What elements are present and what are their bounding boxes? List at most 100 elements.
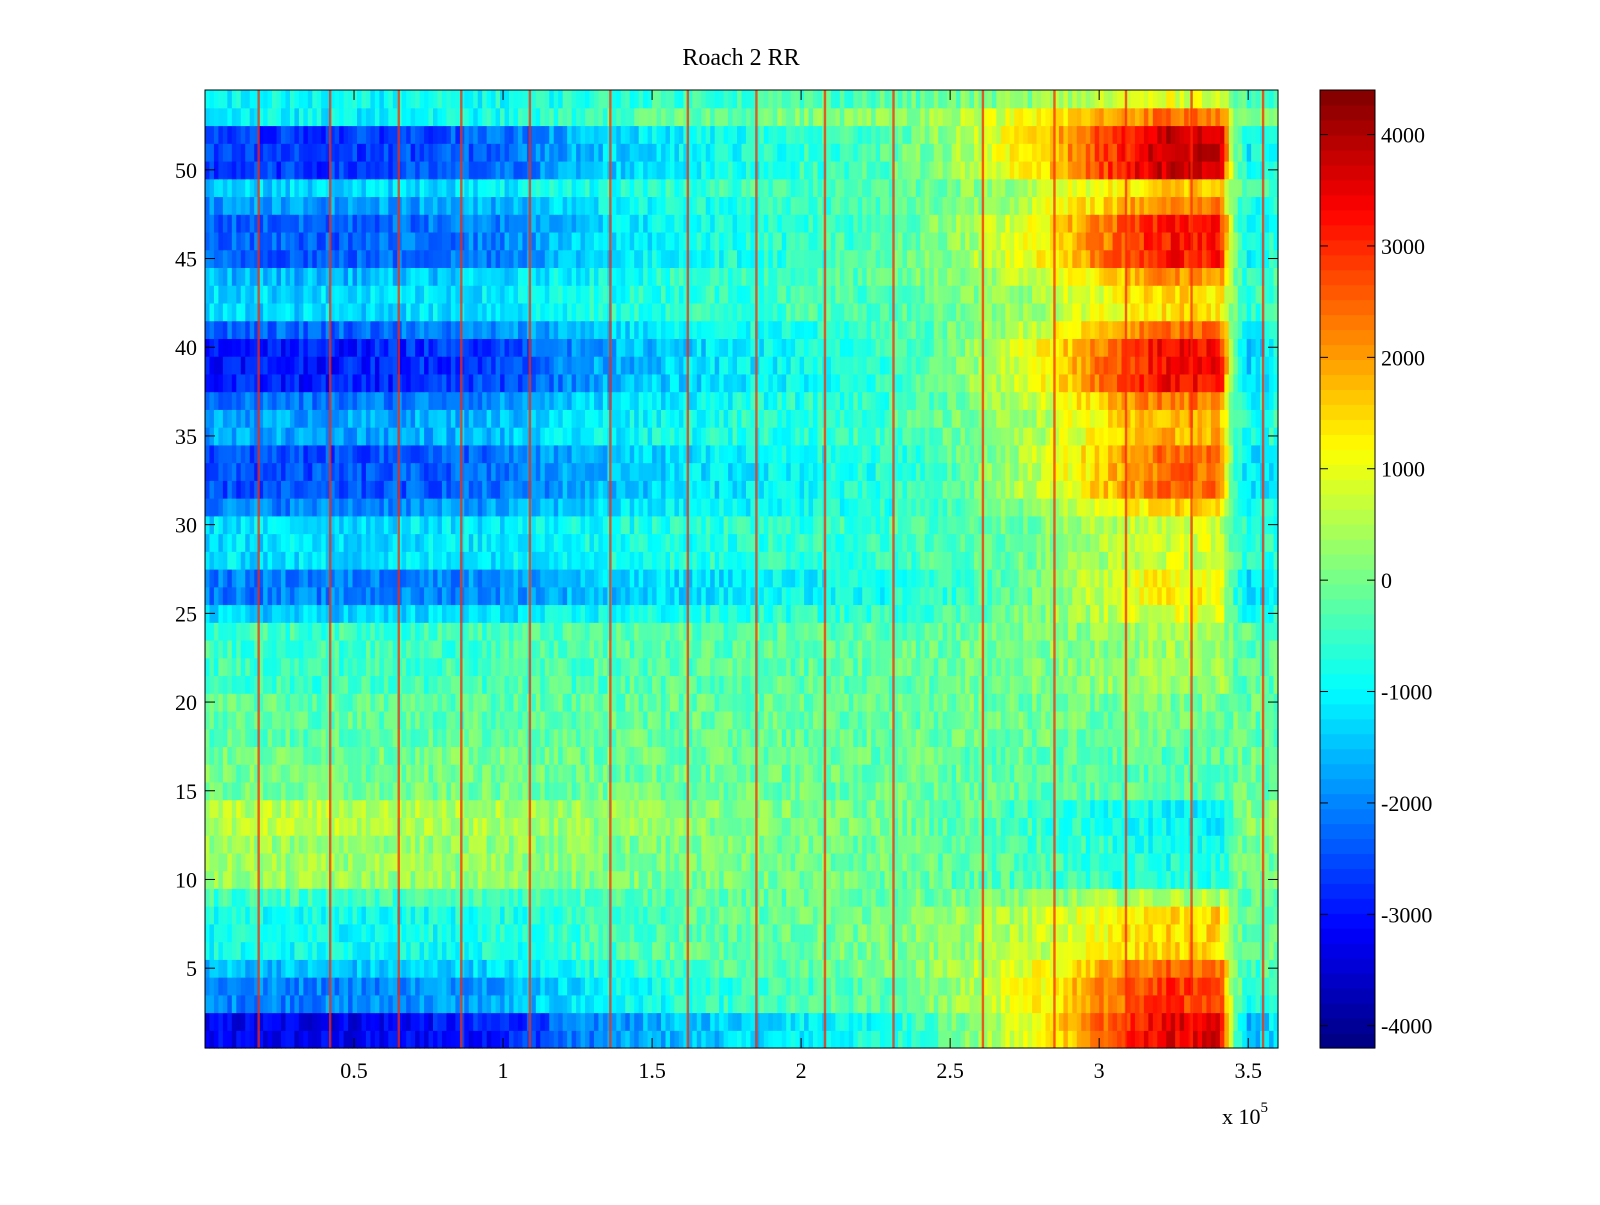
heatmap-cell [321,923,327,943]
heatmap-cell [1121,994,1127,1014]
heatmap-cell [763,977,769,996]
heatmap-cell [956,959,962,978]
heatmap-cell [504,977,510,996]
heatmap-cell [1273,817,1279,836]
heatmap-cell [540,959,546,978]
heatmap-cell [696,852,702,872]
heatmap-cell [428,852,434,872]
heatmap-cell [334,1030,340,1049]
heatmap-cell [897,781,904,801]
heatmap-cell [535,764,541,783]
heatmap-cell [1246,728,1252,748]
heatmap-cell [383,675,389,694]
heatmap-cell [1018,764,1024,783]
heatmap-cell [245,675,251,694]
heatmap-cell [455,728,461,748]
heatmap-cell [620,959,626,978]
heatmap-cell [1112,1012,1118,1031]
heatmap-cell [1224,799,1230,818]
heatmap-cell [298,710,304,730]
heatmap-cell [839,728,845,748]
heatmap-cell [374,906,380,925]
heatmap-cell [920,764,926,783]
heatmap-cell [415,835,421,854]
heatmap-cell [450,799,456,818]
heatmap-cell [951,781,957,801]
heatmap-cell [1143,994,1149,1014]
heatmap-cell [236,693,242,712]
heatmap-cell [1269,746,1275,765]
heatmap-cell [1099,977,1105,996]
heatmap-cell [513,835,519,854]
heatmap-cell [231,1030,237,1049]
heatmap-cell [902,906,908,925]
heatmap-cell [906,852,912,872]
heatmap-cell [517,1030,524,1049]
heatmap-cell [433,994,439,1014]
heatmap-cell [674,977,680,996]
heatmap-cell [289,693,296,712]
heatmap-cell [379,1012,385,1031]
heatmap-cell [576,994,582,1014]
heatmap-cell [289,781,296,801]
heatmap-cell [1085,1030,1091,1049]
heatmap-cell [1094,888,1100,907]
heatmap-cell [509,799,515,818]
heatmap-cell [468,746,474,765]
heatmap-cell [1041,923,1047,943]
heatmap-cell [236,710,242,730]
heatmap-cell [428,817,434,836]
heatmap-cell [759,888,765,907]
heatmap-cell [696,675,702,694]
heatmap-cell [897,728,904,748]
heatmap-cell [553,941,559,960]
heatmap-cell [1103,959,1109,978]
heatmap-cell [365,906,372,925]
heatmap-cell [723,799,729,818]
heatmap-cell [678,959,684,978]
heatmap-cell [419,977,425,996]
heatmap-cell [643,710,649,730]
heatmap-cell [732,781,738,801]
heatmap-cell [956,710,962,730]
heatmap-cell [1121,1030,1127,1049]
heatmap-cell [826,923,832,943]
heatmap-cell [576,1012,582,1031]
heatmap-cell [857,906,863,925]
heatmap-cell [616,746,622,765]
heatmap-cell [348,817,354,836]
heatmap-cell [361,923,367,943]
heatmap-cell [884,799,890,818]
heatmap-cell [786,693,792,712]
heatmap-cell [638,870,644,889]
heatmap-cell [647,764,653,783]
heatmap-cell [517,746,524,765]
heatmap-cell [504,906,510,925]
heatmap-cell [1067,923,1073,943]
heatmap-cell [240,835,246,854]
heatmap-cell [289,852,296,872]
heatmap-cell [696,994,702,1014]
heatmap-cell [732,852,738,872]
heatmap-cell [486,994,492,1014]
heatmap-cell [509,1030,515,1049]
heatmap-cell [276,781,282,801]
heatmap-cell [240,746,246,765]
heatmap-cell [732,977,738,996]
heatmap-cell [486,923,492,943]
heatmap-cell [602,817,608,836]
heatmap-cell [330,710,336,730]
heatmap-cell [714,1012,720,1031]
heatmap-cell [790,941,796,960]
heatmap-cell [321,852,327,872]
heatmap-cell [683,693,689,712]
heatmap-cell [956,1030,962,1049]
heatmap-cell [884,888,890,907]
heatmap-cell [1081,1030,1087,1049]
heatmap-cell [915,764,921,783]
heatmap-cell [911,870,917,889]
heatmap-cell [750,817,756,836]
heatmap-cell [1023,799,1029,818]
heatmap-cell [477,870,483,889]
heatmap-cell [316,764,322,783]
